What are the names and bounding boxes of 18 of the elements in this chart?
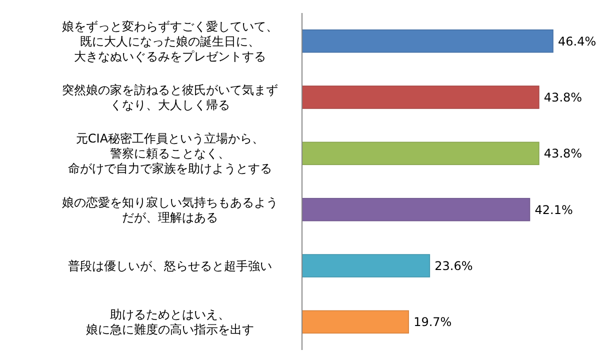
bar bbox=[302, 310, 409, 334]
y-tick-label: 普段は優しいが、怒らせると超手強い bbox=[68, 258, 272, 273]
y-tick-label: 突然娘の家を訪ねると彼氏がいて気まずくなり、大人しく帰る bbox=[62, 82, 278, 112]
y-tick-label: 娘をずっと変わらずすごく愛していて、既に大人になった娘の誕生日に、大きなぬいぐるみをプレゼントする bbox=[62, 19, 278, 64]
data-label: 43.8% bbox=[544, 146, 582, 161]
data-label: 42.1% bbox=[534, 202, 573, 217]
y-tick-label: 助けるためとはいえ、娘に急に難度の高い指示を出す bbox=[86, 308, 254, 337]
bar bbox=[302, 142, 540, 166]
data-label: 46.4% bbox=[558, 34, 596, 48]
data-label: 23.6% bbox=[434, 258, 473, 273]
bar bbox=[302, 198, 530, 222]
y-tick-label: 元CIA秘密工作員という立場から、警察に頼ることなく、命がけで自力で家族を助けようとする bbox=[68, 132, 272, 176]
data-label: 43.8% bbox=[544, 90, 582, 104]
bar bbox=[302, 254, 430, 278]
y-tick-label: 娘の恋愛を知り寂しい気持ちもあるようだが、理解はある bbox=[62, 195, 278, 224]
data-label: 19.7% bbox=[414, 315, 452, 330]
bar bbox=[302, 86, 540, 109]
bar bbox=[302, 29, 554, 53]
